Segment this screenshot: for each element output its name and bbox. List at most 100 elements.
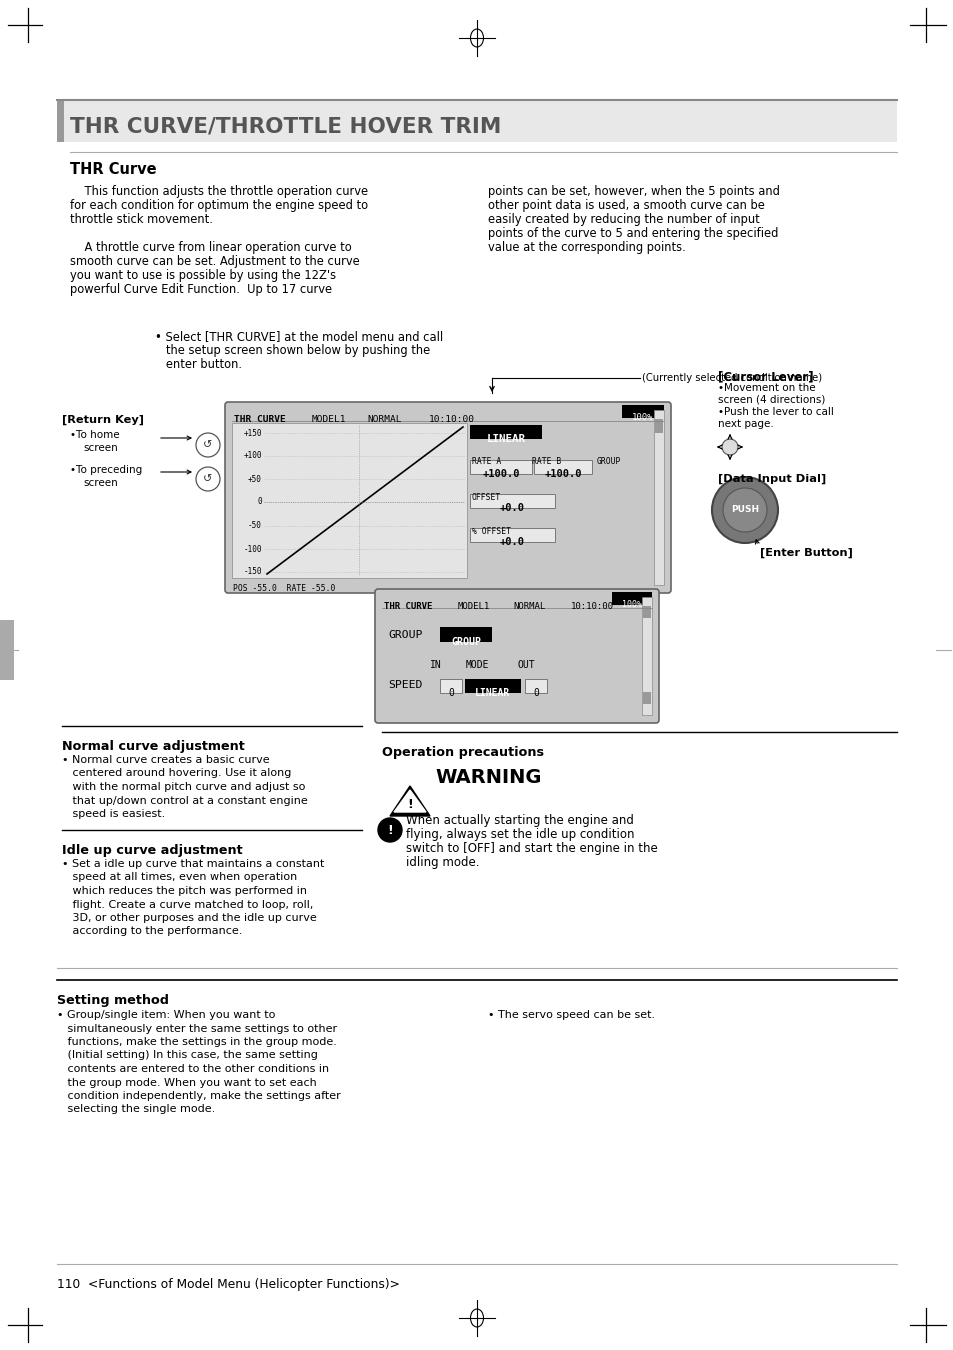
Bar (57, 100, 896, 142)
Text: •Push the lever to call: •Push the lever to call (718, 406, 833, 417)
Text: condition independently, make the settings after: condition independently, make the settin… (57, 1091, 340, 1102)
Text: 100%: 100% (621, 599, 641, 609)
Text: speed at all times, even when operation: speed at all times, even when operation (62, 872, 297, 883)
Text: according to the performance.: according to the performance. (62, 926, 242, 937)
Text: Normal curve adjustment: Normal curve adjustment (62, 740, 245, 753)
Text: 110  <Functions of Model Menu (Helicopter Functions)>: 110 <Functions of Model Menu (Helicopter… (57, 1278, 399, 1291)
Text: +0.0: +0.0 (499, 537, 524, 547)
Circle shape (721, 439, 738, 455)
Text: MODE: MODE (472, 425, 492, 433)
Text: (Initial setting) In this case, the same setting: (Initial setting) In this case, the same… (57, 1050, 317, 1061)
Bar (655, 418, 662, 433)
Text: you want to use is possible by using the 12Z's: you want to use is possible by using the… (70, 269, 335, 282)
Text: +0.0: +0.0 (499, 504, 524, 513)
Text: OFFSET: OFFSET (472, 493, 500, 502)
Bar (470, 460, 532, 474)
FancyBboxPatch shape (375, 589, 659, 724)
Text: POS -55.0  RATE -55.0: POS -55.0 RATE -55.0 (233, 585, 335, 593)
Text: idling mode.: idling mode. (406, 856, 479, 869)
Text: selecting the single mode.: selecting the single mode. (57, 1104, 215, 1115)
Text: easily created by reducing the number of input: easily created by reducing the number of… (488, 213, 759, 225)
Text: LINEAR: LINEAR (486, 433, 525, 444)
FancyBboxPatch shape (225, 402, 670, 593)
Text: MODEL1: MODEL1 (312, 414, 346, 424)
Text: flying, always set the idle up condition: flying, always set the idle up condition (406, 828, 634, 841)
Text: !: ! (387, 824, 393, 837)
Bar (612, 593, 651, 605)
Text: % OFFSET: % OFFSET (472, 526, 511, 536)
Text: functions, make the settings in the group mode.: functions, make the settings in the grou… (57, 1037, 336, 1048)
Bar (232, 423, 467, 578)
Circle shape (722, 487, 766, 532)
Text: RATE A: RATE A (472, 458, 500, 466)
Text: Operation precautions: Operation precautions (381, 747, 543, 759)
Text: value at the corresponding points.: value at the corresponding points. (488, 242, 685, 254)
Bar (464, 679, 520, 693)
Text: RATE B: RATE B (532, 458, 560, 466)
Text: 100%: 100% (632, 413, 653, 423)
Text: • Normal curve creates a basic curve: • Normal curve creates a basic curve (62, 755, 270, 765)
Text: NORMAL: NORMAL (367, 414, 401, 424)
Polygon shape (390, 786, 430, 815)
Text: that up/down control at a constant engine: that up/down control at a constant engin… (62, 795, 308, 806)
Bar (0, 620, 14, 680)
Bar (439, 626, 492, 643)
Text: [Cursor Lever]: [Cursor Lever] (718, 370, 813, 383)
Text: • Select [THR CURVE] at the model menu and call: • Select [THR CURVE] at the model menu a… (154, 329, 442, 343)
Text: • Set a idle up curve that maintains a constant: • Set a idle up curve that maintains a c… (62, 859, 324, 869)
Text: points of the curve to 5 and entering the specified: points of the curve to 5 and entering th… (488, 227, 778, 240)
Bar (439, 679, 461, 693)
Text: other point data is used, a smooth curve can be: other point data is used, a smooth curve… (488, 198, 764, 212)
Text: NORMAL: NORMAL (513, 602, 545, 612)
Text: Setting method: Setting method (57, 994, 169, 1007)
Text: • The servo speed can be set.: • The servo speed can be set. (488, 1010, 655, 1021)
Text: 0: 0 (257, 498, 262, 506)
Text: -50: -50 (248, 521, 262, 531)
Text: [Enter Button]: [Enter Button] (760, 548, 852, 559)
Text: !: ! (407, 798, 413, 811)
Text: 0: 0 (448, 688, 454, 698)
Text: which reduces the pitch was performed in: which reduces the pitch was performed in (62, 886, 307, 896)
Text: +150: +150 (243, 428, 262, 437)
Bar (642, 606, 650, 618)
Text: +50: +50 (248, 474, 262, 483)
Text: •To home: •To home (70, 431, 119, 440)
Text: +100: +100 (243, 451, 262, 460)
Text: LINEAR: LINEAR (475, 688, 510, 698)
Text: next page.: next page. (718, 418, 773, 429)
Text: 0: 0 (533, 688, 538, 698)
Text: 3D, or other purposes and the idle up curve: 3D, or other purposes and the idle up cu… (62, 913, 316, 923)
Bar (470, 494, 555, 508)
Text: SPEED: SPEED (388, 680, 422, 690)
Text: smooth curve can be set. Adjustment to the curve: smooth curve can be set. Adjustment to t… (70, 255, 359, 269)
Text: GROUP: GROUP (451, 637, 480, 647)
Text: -100: -100 (243, 544, 262, 554)
Text: THR Curve: THR Curve (70, 162, 156, 177)
Text: with the normal pitch curve and adjust so: with the normal pitch curve and adjust s… (62, 782, 305, 792)
Text: • Group/single item: When you want to: • Group/single item: When you want to (57, 1010, 275, 1021)
Text: A throttle curve from linear operation curve to: A throttle curve from linear operation c… (70, 242, 352, 254)
Text: Idle up curve adjustment: Idle up curve adjustment (62, 844, 242, 857)
Text: WARNING: WARNING (435, 768, 541, 787)
Text: screen (4 directions): screen (4 directions) (718, 396, 824, 405)
Text: This function adjusts the throttle operation curve: This function adjusts the throttle opera… (70, 185, 368, 198)
Text: flight. Create a curve matched to loop, roll,: flight. Create a curve matched to loop, … (62, 899, 313, 910)
Bar (641, 597, 651, 716)
Text: GROUP: GROUP (388, 630, 422, 640)
Text: simultaneously enter the same settings to other: simultaneously enter the same settings t… (57, 1023, 336, 1034)
Text: [Data Input Dial]: [Data Input Dial] (718, 474, 825, 485)
Text: ↺: ↺ (203, 474, 213, 485)
Circle shape (377, 818, 401, 842)
Polygon shape (394, 790, 426, 811)
Text: centered around hovering. Use it along: centered around hovering. Use it along (62, 768, 291, 779)
Text: •Movement on the: •Movement on the (718, 383, 815, 393)
Bar (534, 460, 592, 474)
Text: enter button.: enter button. (154, 358, 242, 371)
Text: 10:10:00: 10:10:00 (571, 602, 614, 612)
Bar (621, 405, 663, 418)
Text: +100.0: +100.0 (543, 468, 581, 479)
Text: -150: -150 (243, 567, 262, 576)
Text: When actually starting the engine and: When actually starting the engine and (406, 814, 633, 828)
Text: switch to [OFF] and start the engine in the: switch to [OFF] and start the engine in … (406, 842, 657, 855)
Bar (654, 410, 663, 585)
